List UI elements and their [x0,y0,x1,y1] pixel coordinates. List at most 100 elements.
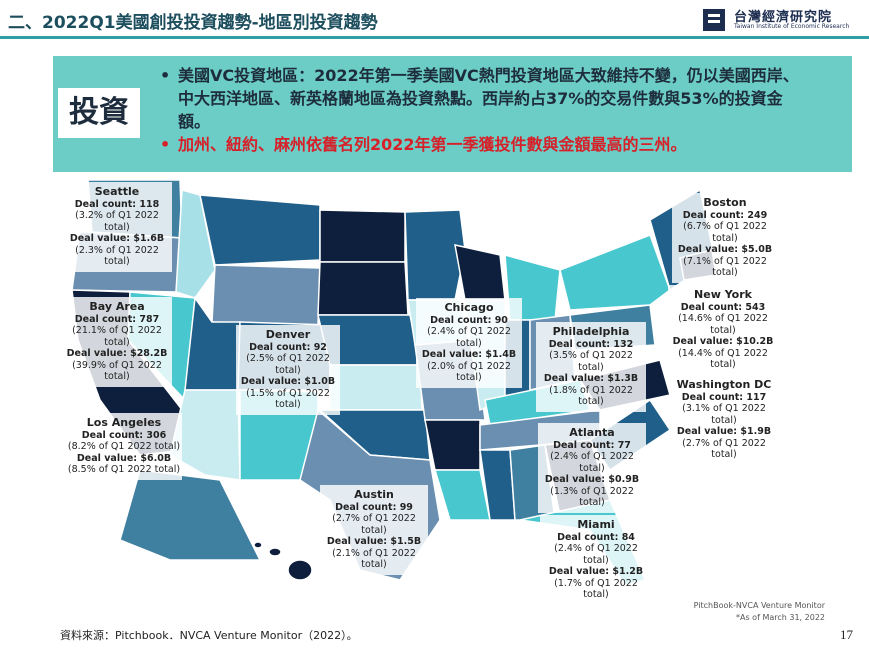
city-name: Bay Area [89,300,145,313]
city-stat: (14.4% of Q1 2022 total) [678,347,768,371]
city-name: Chicago [444,301,494,314]
city-stat: (3.1% of Q1 2022 total) [682,403,766,426]
state [404,209,466,301]
state [319,209,406,263]
city-stat: (2.3% of Q1 2022 total) [75,244,159,268]
city-stat: (3.5% of Q1 2022 total) [549,350,633,373]
bullet: 美國VC投資地區：2022年第一季美國VC熱門投資地區大致維持不變，仍以美國西岸… [160,64,800,133]
city-stat: Deal count: 306 [81,429,167,441]
city-stat: Deal count: 92 [249,341,327,353]
city-stat: Deal value: $28.2B [66,348,168,359]
city-card: Seattle Deal count: 118 (3.2% of Q1 2022 t… [62,182,172,272]
logo-text: 台灣經濟研究院 [734,10,833,25]
city-stat: Deal count: 84 [557,531,635,543]
city-stat: Deal count: 90 [430,314,508,326]
city-name: Miami [577,518,615,531]
city-stat: (2.5% of Q1 2022 total) [246,353,330,376]
city-stat: Deal value: $1.4B [421,349,517,360]
source: 資料來源：Pitchbook．NVCA Venture Monitor（2022… [60,629,358,642]
bullets: 美國VC投資地區：2022年第一季美國VC熱門投資地區大致維持不變，仍以美國西岸… [160,64,800,156]
state [454,244,506,301]
city-name: Seattle [94,185,140,198]
city-card: Atlanta Deal count: 77 (2.4% of Q1 2022 to… [538,423,646,513]
logo: 台灣經濟研究院 Taiwan Institute of Economic Res… [700,6,860,34]
city-card: Boston Deal count: 249 (6.7% of Q1 2022 to… [672,193,778,283]
city-stat: Deal value: $1.9B [676,426,772,437]
city-name: Boston [703,196,747,209]
city-stat: (7.1% of Q1 2022 total) [683,255,767,279]
state [119,469,262,561]
city-stat: (2.0% of Q1 2022 total) [427,360,511,384]
city-stat: (2.7% of Q1 2022 total) [332,513,416,536]
state [287,559,313,581]
city-name: Denver [265,328,311,341]
city-stat: Deal value: $1.6B [69,233,165,244]
city-card: Austin Deal count: 99 (2.7% of Q1 2022 tot… [320,485,428,575]
city-stat: (2.7% of Q1 2022 total) [682,437,766,461]
state [211,264,321,326]
state [253,541,263,549]
city-stat: Deal value: $1.5B [326,536,422,547]
city-stat: (21.1% of Q1 2022 total) [72,325,162,348]
logo-subtext: Taiwan Institute of Economic Research [734,23,850,30]
city-name: Atlanta [569,426,615,439]
slide-title: 二、2022Q1美國創投投資趨勢-地區別投資趨勢 [8,13,378,33]
city-stat: (1.3% of Q1 2022 total) [550,485,634,509]
city-card: Bay Area Deal count: 787 (21.1% of Q1 2022… [62,297,172,387]
city-stat: (2.4% of Q1 2022 total) [554,543,638,566]
city-stat: (8.5% of Q1 2022 total) [67,464,181,475]
city-stat: (14.6% of Q1 2022 total) [678,313,768,336]
city-card: Philadelphia Deal count: 132 (3.5% of Q1 2… [536,322,646,412]
city-card: Chicago Deal count: 90 (2.4% of Q1 2022 to… [416,298,522,388]
city-card: Miami Deal count: 84 (2.4% of Q1 2022 tota… [540,515,652,605]
city-card: Denver Deal count: 92 (2.5% of Q1 2022 tot… [236,325,340,415]
city-stat: (1.7% of Q1 2022 total) [554,577,638,601]
note-line: PitchBook-NVCA Venture Monitor [693,601,825,610]
city-stat: (3.2% of Q1 2022 total) [75,210,159,233]
city-name: Los Angeles [86,416,162,429]
city-stat: Deal count: 77 [553,439,631,451]
map-note: PitchBook-NVCA Venture Monitor *As of Ma… [650,600,825,624]
city-stat: (2.4% of Q1 2022 total) [550,451,634,474]
state [175,189,216,299]
city-stat: Deal count: 787 [74,313,160,325]
city-stat: Deal value: $6.0B [76,452,172,464]
state [317,261,409,316]
box-label: 投資 [58,88,140,138]
city-stat: (1.5% of Q1 2022 total) [246,387,330,411]
city-stat: (6.7% of Q1 2022 total) [683,221,767,244]
city-stat: Deal value: $1.0B [240,376,336,387]
state [199,194,321,266]
city-stat: Deal count: 249 [682,209,768,221]
state [424,419,481,471]
bullet: 加州、紐約、麻州依舊名列2022年第一季獲投件數與金額最高的三州。 [160,133,800,156]
city-stat: Deal value: $5.0B [677,244,773,255]
state [559,234,671,311]
city-stat: Deal count: 118 [74,198,160,210]
state [268,547,282,557]
city-name: New York [694,288,752,301]
city-stat: Deal count: 99 [335,501,413,513]
city-stat: Deal count: 132 [548,338,634,350]
logo-icon [703,9,725,31]
city-stat: Deal count: 543 [680,301,766,313]
page-number: 17 [840,627,853,642]
city-name: Austin [354,488,394,501]
city-card: Los Angeles Deal count: 306 (8.2% of Q1 20… [66,413,182,480]
city-stat: (8.2% of Q1 2022 total) [67,441,181,452]
title-rule [0,36,869,39]
state [329,364,423,411]
city-stat: Deal value: $1.3B [543,373,639,384]
city-stat: Deal value: $10.2B [672,336,774,347]
city-name: Washington DC [676,378,772,391]
city-card: New York Deal count: 543 (14.6% of Q1 2022… [668,285,778,375]
city-stat: (1.8% of Q1 2022 total) [549,384,633,408]
state [433,469,491,521]
city-stat: (2.1% of Q1 2022 total) [332,547,416,571]
city-card: Washington DC Deal count: 117 (3.1% of Q1 … [670,375,778,465]
city-stat: Deal value: $0.9B [544,474,640,485]
city-stat: Deal count: 117 [681,391,767,403]
city-name: Philadelphia [552,325,630,338]
city-stat: (2.4% of Q1 2022 total) [427,326,511,349]
